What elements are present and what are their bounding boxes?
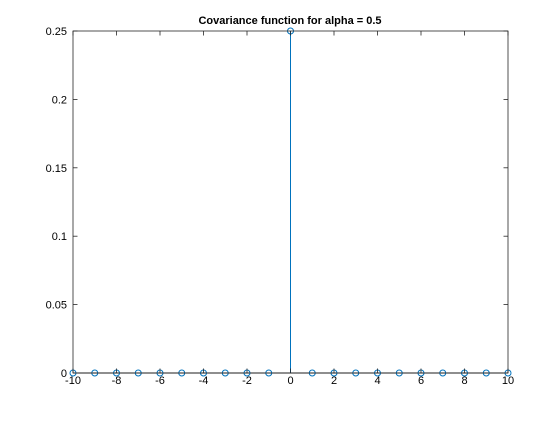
x-tick-label: 10: [502, 375, 514, 387]
y-tick-label: 0.1: [52, 231, 67, 243]
y-tick-label: 0.2: [52, 94, 67, 106]
x-tick-label: 4: [374, 375, 380, 387]
x-tick-label: 6: [418, 375, 424, 387]
x-tick-label: -8: [112, 375, 122, 387]
y-tick-label: 0.15: [46, 163, 67, 175]
axes: -10 -8 -6 -4 -2 0 2 4 6 8 10 0 0.05 0.1 0.15 0.2 0.25: [46, 26, 515, 387]
x-tick-label: 2: [331, 375, 337, 387]
chart-title: Covariance function for alpha = 0.5: [198, 15, 381, 27]
y-tick-label: 0: [61, 368, 67, 380]
y-tick-label: 0.25: [46, 26, 67, 38]
x-tick-label: 8: [461, 375, 467, 387]
x-tick-label: -2: [242, 375, 252, 387]
x-tick-label: -4: [199, 375, 209, 387]
x-tick-label: -10: [65, 375, 81, 387]
y-tick-label: 0.05: [46, 300, 67, 312]
x-tick-label: 0: [287, 375, 293, 387]
x-tick-label: -6: [155, 375, 165, 387]
